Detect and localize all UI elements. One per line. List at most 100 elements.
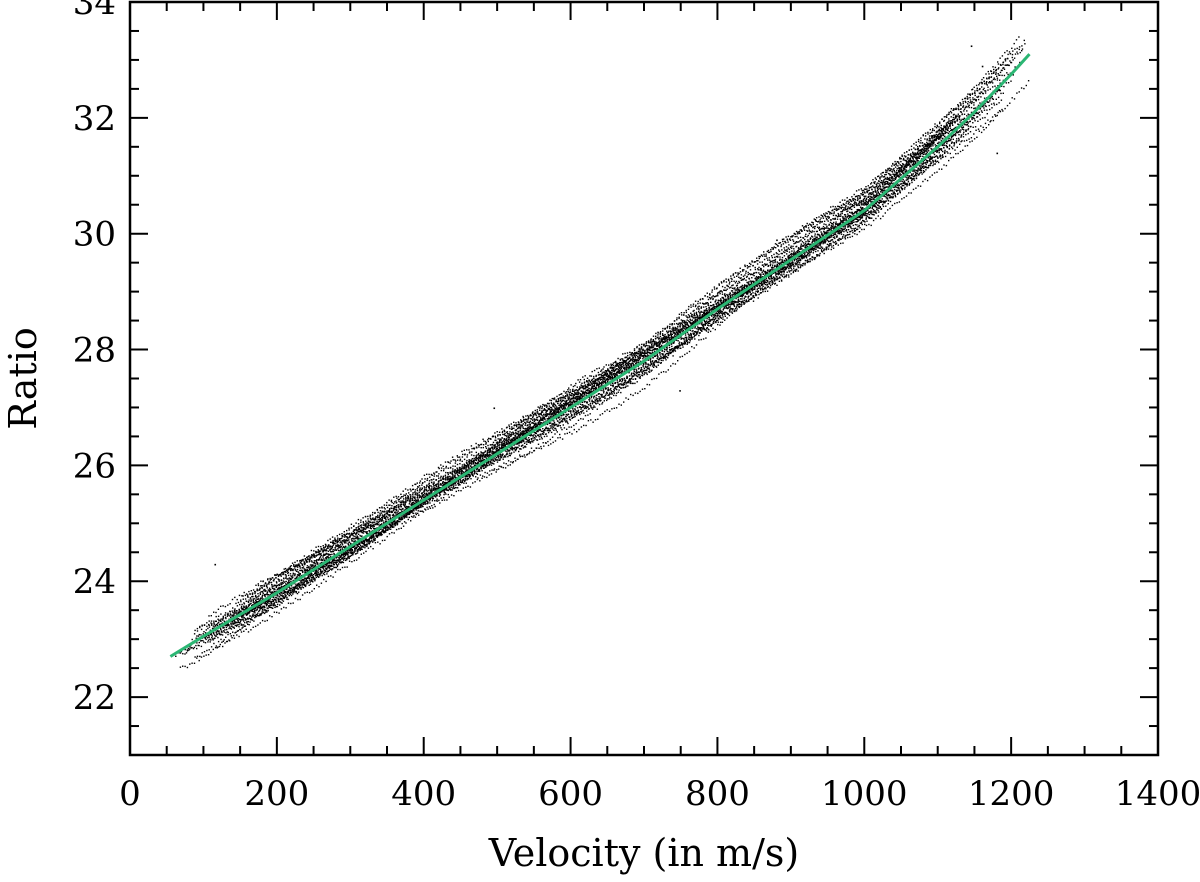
scatter-point: [395, 528, 398, 531]
scatter-point: [696, 318, 698, 320]
scatter-point: [479, 459, 482, 461]
scatter-point: [676, 332, 679, 335]
scatter-point: [854, 211, 856, 214]
scatter-point: [756, 288, 758, 290]
scatter-point: [496, 469, 498, 471]
scatter-point: [703, 323, 705, 326]
scatter-point: [478, 457, 480, 459]
scatter-point: [790, 267, 792, 269]
scatter-point: [459, 468, 461, 470]
scatter-point: [566, 432, 568, 435]
scatter-point: [308, 567, 310, 569]
scatter-point: [916, 160, 918, 162]
scatter-point: [828, 217, 830, 219]
scatter-point: [717, 323, 719, 326]
scatter-point: [657, 332, 659, 334]
scatter-point: [807, 259, 809, 261]
scatter-point: [263, 612, 266, 615]
scatter-point: [766, 286, 769, 288]
scatter-point: [713, 286, 716, 288]
scatter-point: [414, 493, 417, 495]
scatter-point: [261, 612, 263, 615]
scatter-point: [625, 369, 628, 371]
scatter-point: [666, 325, 669, 327]
scatter-point: [475, 455, 477, 457]
scatter-point: [417, 512, 419, 515]
scatter-point: [662, 342, 664, 344]
scatter-point: [478, 446, 480, 448]
scatter-point: [665, 349, 668, 351]
scatter-point: [491, 436, 494, 438]
scatter-point: [591, 390, 593, 393]
scatter-point: [325, 571, 327, 573]
scatter-point: [539, 423, 542, 425]
scatter-point: [859, 218, 861, 221]
scatter-point: [951, 146, 953, 148]
scatter-point: [712, 308, 715, 310]
scatter-point: [374, 539, 376, 541]
scatter-point: [292, 572, 294, 574]
scatter-point: [229, 633, 232, 635]
scatter-point: [708, 308, 710, 310]
scatter-point: [656, 348, 658, 350]
scatter-point: [303, 555, 306, 557]
scatter-point: [854, 223, 857, 226]
scatter-point: [932, 141, 934, 143]
scatter-point: [856, 216, 858, 219]
scatter-point: [278, 596, 281, 598]
scatter-point: [973, 133, 975, 135]
scatter-point: [213, 631, 215, 634]
scatter-point: [756, 291, 759, 293]
scatter-point: [681, 355, 684, 358]
scatter-point: [658, 373, 660, 375]
scatter-point: [855, 221, 857, 223]
scatter-point: [382, 520, 384, 522]
scatter-point: [465, 482, 467, 484]
scatter-point: [289, 592, 291, 594]
scatter-point: [861, 215, 863, 218]
scatter-point: [277, 575, 280, 577]
scatter-point: [615, 374, 617, 376]
scatter-point: [416, 492, 418, 494]
scatter-point: [829, 213, 831, 215]
scatter-point: [958, 117, 961, 119]
scatter-point: [579, 413, 581, 416]
scatter-point: [267, 607, 269, 610]
scatter-point: [593, 405, 595, 407]
scatter-point: [765, 253, 767, 255]
scatter-point: [982, 126, 984, 129]
scatter-point: [753, 288, 755, 290]
scatter-point: [466, 462, 468, 465]
scatter-point: [614, 361, 616, 363]
scatter-point: [295, 583, 297, 585]
scatter-point: [347, 557, 349, 559]
scatter-point: [834, 232, 836, 234]
scatter-point: [292, 576, 294, 578]
scatter-point: [625, 366, 628, 368]
scatter-point: [175, 655, 177, 657]
scatter-point: [480, 447, 482, 449]
scatter-point: [825, 218, 828, 220]
scatter-point: [409, 498, 411, 500]
scatter-point: [635, 363, 637, 365]
scatter-point: [560, 411, 562, 413]
scatter-point: [555, 399, 557, 401]
scatter-point: [940, 158, 942, 160]
scatter-point: [414, 489, 417, 491]
scatter-point: [449, 489, 452, 491]
scatter-point: [421, 494, 423, 497]
scatter-point: [797, 261, 799, 263]
scatter-point: [989, 121, 991, 123]
scatter-point: [624, 366, 626, 369]
scatter-point: [615, 362, 617, 364]
scatter-point: [897, 186, 900, 188]
scatter-point: [798, 232, 800, 235]
scatter-point: [316, 571, 318, 573]
scatter-point: [395, 505, 398, 507]
scatter-point: [242, 626, 244, 628]
scatter-point: [677, 329, 680, 331]
scatter-point: [435, 500, 438, 502]
scatter-point: [631, 362, 633, 365]
scatter-point: [950, 129, 952, 132]
scatter-point: [369, 527, 371, 529]
